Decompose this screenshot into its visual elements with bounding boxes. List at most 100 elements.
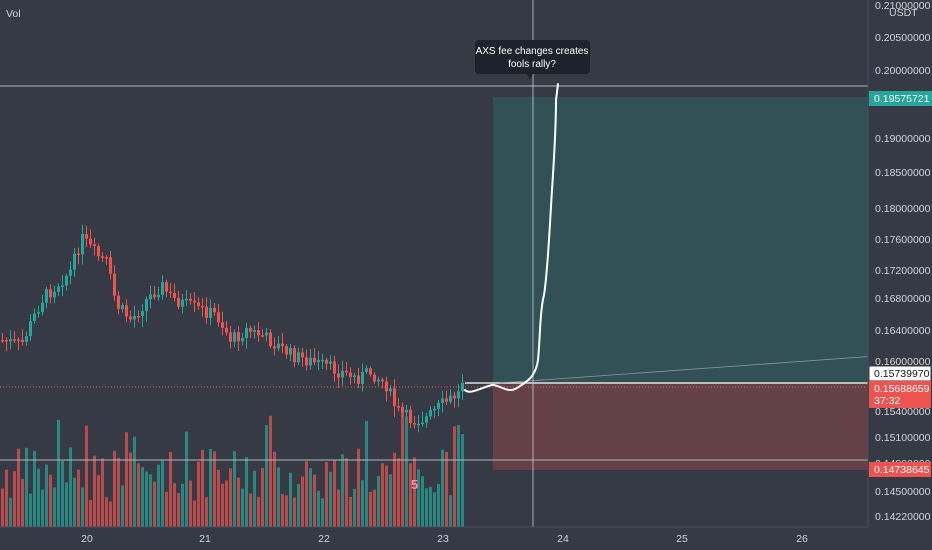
candle-body — [301, 352, 304, 358]
candle-body — [385, 381, 388, 392]
volume-bar — [73, 477, 76, 527]
volume-bar — [461, 434, 464, 527]
time-axis[interactable] — [0, 527, 932, 550]
price-axis[interactable] — [868, 0, 932, 527]
volume-bar — [177, 493, 180, 527]
candle-body — [257, 329, 260, 336]
volume-bar — [101, 458, 104, 527]
entry-price-tag[interactable]: 0.15739970 — [868, 365, 932, 382]
candle-body — [201, 305, 204, 308]
candle-body — [413, 422, 416, 425]
volume-bar — [65, 482, 68, 527]
price-axis-label: 0.15400000 — [875, 406, 931, 418]
volume-bar — [337, 489, 340, 527]
volume-bar — [385, 465, 388, 527]
volume-bar — [453, 426, 456, 527]
marker-label[interactable]: 5 — [411, 477, 418, 492]
volume-bar — [273, 451, 276, 527]
volume-bar — [421, 476, 424, 527]
price-axis-label: 0.17600000 — [875, 234, 931, 246]
volume-bar — [425, 488, 428, 527]
candle-body — [193, 300, 196, 303]
candle-body — [321, 359, 324, 362]
candle-body — [213, 307, 216, 313]
volume-bar — [309, 468, 312, 527]
volume-bar — [313, 474, 316, 527]
volume-bar — [165, 491, 168, 527]
trend-line[interactable] — [499, 351, 932, 384]
volume-bar — [189, 480, 192, 527]
volume-bar — [1, 488, 4, 527]
volume-bar — [437, 483, 440, 527]
volume-bar — [445, 451, 448, 527]
drawn-projection-path[interactable] — [464, 83, 559, 393]
candle-body — [225, 327, 228, 333]
candle-body — [73, 253, 76, 270]
callout-line-1: AXS fee changes creates — [476, 46, 589, 57]
volume-bar — [129, 452, 132, 527]
volume-bar — [197, 461, 200, 527]
volume-bar — [89, 499, 92, 527]
candle-body — [189, 298, 192, 301]
annotation-callout[interactable]: AXS fee changes creates fools rally? — [475, 40, 590, 79]
volume-bar — [57, 419, 60, 527]
candle-body — [61, 285, 64, 288]
candle-body — [317, 360, 320, 363]
volume-bar — [173, 483, 176, 527]
price-axis-label: 0.17200000 — [875, 265, 931, 277]
volume-bar — [409, 463, 412, 527]
loss-zone[interactable] — [493, 383, 868, 470]
candle-body — [281, 343, 284, 347]
stop-price-tag[interactable]: 0.14738645 — [869, 462, 931, 477]
price-axis-label: 0.19000000 — [875, 133, 931, 145]
volume-bar — [361, 480, 364, 527]
volume-bar — [69, 447, 72, 527]
target-tag-text: 0.19575721 — [874, 93, 930, 105]
price-axis-label: 0.14500000 — [875, 486, 931, 498]
volume-bar — [25, 447, 28, 527]
candle-body — [365, 368, 368, 372]
candle-body — [173, 292, 176, 298]
volume-bar — [117, 457, 120, 527]
volume-bar — [29, 493, 32, 527]
stop-tag-bg — [869, 462, 931, 477]
volume-bar — [397, 458, 400, 527]
volume-bar — [153, 481, 156, 527]
volume-bar — [317, 490, 320, 527]
volume-bar — [9, 497, 12, 527]
price-axis-label: 0.14220000 — [875, 511, 931, 523]
volume-bar — [233, 451, 236, 527]
candle-body — [289, 348, 292, 355]
current-price-tag[interactable]: 0.15688659 37:32 — [869, 381, 931, 408]
candle-body — [181, 299, 184, 307]
candle-body — [429, 409, 432, 417]
volume-bar — [261, 467, 264, 527]
volume-bar — [301, 476, 304, 527]
price-axis-label: 0.18500000 — [875, 167, 931, 179]
candle-body — [329, 361, 332, 364]
time-axis-label: 24 — [557, 533, 569, 545]
volume-bar — [17, 448, 20, 527]
candle-body — [229, 332, 232, 342]
candle-body — [305, 357, 308, 366]
candle-body — [165, 282, 168, 292]
volume-bar — [121, 485, 124, 527]
volume-bar — [141, 467, 144, 527]
volume-bar — [401, 411, 404, 527]
price-axis-label: 0.20000000 — [875, 65, 931, 77]
target-price-tag[interactable]: 0.19575721 — [869, 91, 932, 106]
candle-body — [109, 257, 112, 274]
time-axis-labels: 20 21 22 23 24 25 26 — [81, 533, 808, 545]
volume-bar — [33, 451, 36, 527]
volume-bar — [181, 483, 184, 527]
volume-bar — [61, 460, 64, 527]
volume-bar — [77, 469, 80, 527]
time-axis-label: 20 — [81, 533, 93, 545]
candle-body — [9, 339, 12, 342]
volume-bar — [93, 455, 96, 527]
candle-body — [393, 388, 396, 407]
volume-bar — [253, 470, 256, 527]
volume-bar — [441, 449, 444, 527]
candle-body — [57, 286, 60, 292]
